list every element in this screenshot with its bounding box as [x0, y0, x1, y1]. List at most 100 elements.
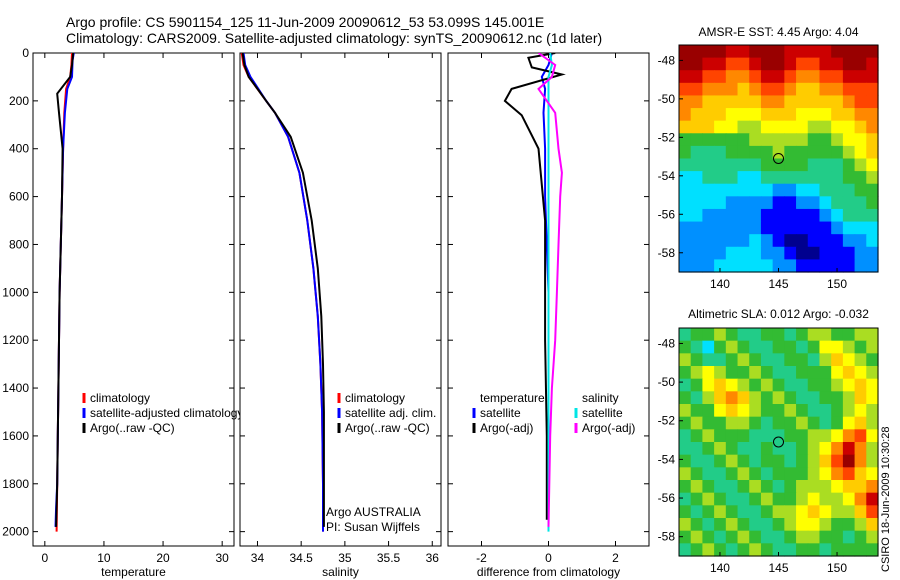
sla-map-cell	[760, 328, 774, 342]
sst-map-cell	[760, 158, 774, 172]
sst-map-cell	[725, 221, 739, 235]
sst-map-title: AMSR-E SST: 4.45 Argo: 4.04	[698, 25, 858, 39]
sst-map-cell	[807, 196, 821, 210]
sst-map-cell	[866, 259, 879, 273]
sst-map-cell	[725, 70, 739, 84]
sst-map-cell	[819, 45, 832, 59]
sla-map-cell	[866, 416, 879, 430]
sla-map-cell	[725, 518, 739, 532]
sst-map-cell	[854, 120, 867, 134]
sst-map-cell	[842, 133, 856, 147]
sla-map-cell	[807, 366, 821, 380]
sla-map-cell	[819, 416, 832, 430]
sla-map-cell	[690, 328, 704, 342]
sst-map-cell	[679, 234, 692, 248]
sst-map-cell	[772, 45, 785, 59]
sst-map-cell	[842, 108, 856, 122]
sst-map-cell	[702, 57, 715, 71]
sla-map-cell	[796, 543, 809, 557]
sst-map-cell	[679, 145, 692, 160]
sst-map-cell	[714, 171, 727, 185]
sst-map-cell	[819, 95, 832, 109]
sla-map-cell	[807, 429, 821, 443]
sla-map-cell	[854, 353, 867, 367]
sst-map-cell	[690, 196, 704, 210]
salinity-profile-panel: 34 34.5 35 35.5 36 salinity climatologysatelli…	[239, 52, 442, 579]
temperature-ytick-label: 800	[9, 237, 29, 251]
sla-map-cell	[866, 543, 879, 557]
sst-map-cell	[854, 183, 867, 197]
sst-map-cell	[784, 108, 797, 122]
sla-map-cell	[725, 429, 739, 443]
sla-map-cell	[866, 404, 879, 418]
sst-map-cell	[807, 57, 821, 71]
sla-map-cell	[796, 518, 809, 532]
sla-map-cell	[679, 404, 692, 418]
sst-map-cell	[737, 45, 750, 59]
sla-map-cell	[737, 366, 750, 380]
sst-map-cell	[749, 120, 762, 134]
temperature-ytick-label: 1800	[2, 477, 29, 491]
sla-map-cell	[690, 404, 704, 418]
sla-map-cell	[725, 467, 739, 481]
sst-map-cell	[831, 158, 844, 172]
sst-map-cell	[714, 183, 727, 197]
sst-map-cell	[854, 221, 867, 235]
sla-map-cell	[737, 518, 750, 532]
sla-map-cell	[772, 467, 785, 481]
sla-map-cell	[760, 378, 774, 392]
sla-map-cell	[702, 404, 715, 418]
sla-map-cell	[749, 366, 762, 380]
sla-map-cell	[854, 366, 867, 380]
sla-map-cell	[819, 480, 832, 494]
sla-map-cell	[819, 429, 832, 443]
sst-map-cell	[807, 208, 821, 223]
sla-map-cell	[737, 467, 750, 481]
sla-map-cell	[679, 378, 692, 392]
sla-map-cell	[725, 543, 739, 557]
sla-map-cell	[819, 391, 832, 405]
sst-map-cell	[702, 246, 715, 260]
sla-map-cell	[842, 543, 856, 557]
sst-map-cell	[725, 158, 739, 172]
sla-map-cell	[772, 378, 785, 392]
sst-map-cell	[807, 70, 821, 84]
sla-map-cell	[679, 505, 692, 519]
sst-map-cell	[842, 120, 856, 134]
sla-map-cell	[854, 467, 867, 481]
sla-map-cell	[796, 416, 809, 430]
sla-map-cell	[690, 543, 704, 557]
sst-map-cell	[854, 158, 867, 172]
sla-map-cell	[819, 328, 832, 342]
sst-map-cell	[831, 70, 844, 84]
difference-xlabel: difference from climatology	[477, 565, 620, 579]
sst-map-cell	[819, 196, 832, 210]
sst-map-cell	[796, 196, 809, 210]
sla-map-cell	[819, 467, 832, 481]
sst-map-cell	[854, 145, 867, 160]
sla-map-cell	[690, 505, 704, 519]
sst-map-cell	[725, 171, 739, 185]
sst-map-cell	[819, 246, 832, 260]
temperature-series-argo-raw-qc	[55, 53, 75, 527]
sst-map-cell	[714, 70, 727, 84]
sla-map-cell	[702, 416, 715, 430]
sla-map-cell	[772, 404, 785, 418]
sst-map-cell	[854, 82, 867, 97]
salinity-legend-argo-raw-qc-label: Argo(..raw -QC)	[345, 421, 430, 435]
sla-map-cell	[784, 505, 797, 519]
sst-map-cell	[819, 221, 832, 235]
sst-map-cell	[772, 57, 785, 71]
sla-map-cell	[714, 340, 727, 354]
sla-map-cell	[796, 505, 809, 519]
sst-map-cell	[866, 234, 879, 248]
sla-map-cell	[796, 442, 809, 456]
sst-map-cell	[866, 246, 879, 260]
sla-map-cell	[760, 391, 774, 405]
sst-map-cell	[854, 246, 867, 260]
sst-map-cell	[760, 183, 774, 197]
sla-map-cell	[866, 366, 879, 380]
sla-map-cell	[784, 328, 797, 342]
csiro-timestamp-note: CSIRO 18-Jun-2009 10:30:28	[880, 426, 892, 572]
sla-map-ytick-label: -56	[658, 491, 676, 505]
